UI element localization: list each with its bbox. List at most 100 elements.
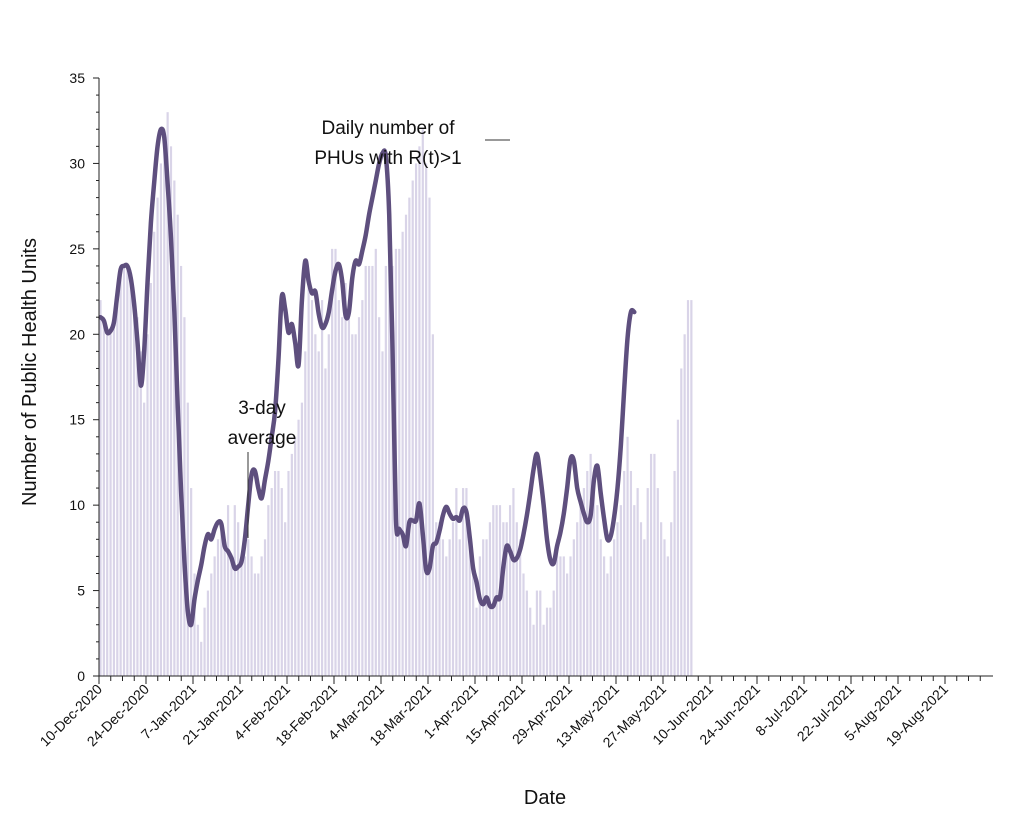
bar	[146, 334, 149, 676]
bar	[267, 505, 270, 676]
average-line	[98, 126, 637, 628]
bar	[613, 539, 616, 676]
bar	[629, 470, 633, 676]
bar	[525, 590, 528, 676]
bar	[331, 248, 334, 677]
bar	[686, 300, 690, 676]
bar	[586, 470, 589, 676]
bar	[512, 488, 515, 676]
y-tick-label: 0	[77, 668, 85, 684]
bar	[149, 283, 152, 676]
bar	[173, 180, 176, 676]
bar	[156, 197, 159, 676]
bar	[646, 488, 649, 676]
bar	[485, 539, 488, 676]
bar	[304, 351, 307, 676]
bar	[606, 573, 609, 676]
bar	[492, 505, 495, 676]
bar	[690, 300, 693, 676]
bar	[253, 573, 257, 676]
bar	[374, 248, 377, 677]
bar	[190, 488, 193, 676]
bar	[639, 522, 643, 676]
bar	[451, 522, 455, 676]
bar	[666, 556, 669, 676]
bar	[203, 607, 206, 676]
y-tick-label: 5	[77, 583, 85, 599]
bar	[683, 334, 686, 676]
bar	[294, 436, 297, 676]
bar	[431, 334, 434, 676]
bar	[257, 573, 260, 676]
bar	[132, 300, 136, 676]
bar	[441, 539, 445, 676]
line-layer	[98, 126, 637, 628]
bar	[351, 334, 354, 676]
bar	[680, 368, 683, 676]
bar	[455, 488, 458, 676]
bar	[408, 197, 411, 676]
bar	[428, 197, 431, 676]
bar	[579, 505, 582, 676]
bar	[589, 453, 592, 676]
bar	[552, 590, 555, 676]
bar	[280, 488, 283, 676]
bar	[475, 607, 478, 676]
bar	[576, 522, 579, 676]
bar	[136, 317, 139, 676]
bar	[532, 624, 535, 676]
bar	[619, 505, 622, 676]
bar	[582, 488, 586, 676]
bar	[260, 556, 263, 676]
bar	[404, 214, 408, 676]
bar	[535, 590, 539, 676]
bar	[482, 539, 485, 676]
bar	[216, 539, 220, 676]
bar	[609, 556, 612, 676]
bar	[122, 265, 126, 676]
bar	[230, 556, 233, 676]
bar	[186, 402, 189, 676]
bar	[183, 317, 186, 676]
bar	[163, 129, 166, 676]
bar	[240, 556, 243, 676]
bar	[200, 641, 203, 676]
bar	[263, 539, 267, 676]
bar	[223, 539, 226, 676]
bar	[196, 624, 199, 676]
bar	[505, 522, 508, 676]
y-tick-label: 20	[69, 326, 85, 342]
bar	[243, 556, 246, 676]
x-axis-title: Date	[524, 787, 566, 809]
y-tick-label: 35	[69, 70, 85, 86]
bar	[425, 163, 428, 676]
bar	[633, 505, 636, 676]
bar	[555, 539, 559, 676]
bar	[334, 248, 337, 677]
bar	[596, 505, 599, 676]
bar	[233, 505, 236, 676]
bar	[545, 607, 549, 676]
bar	[364, 265, 367, 676]
annotation-average-line2: average	[228, 428, 297, 449]
bar	[300, 402, 304, 676]
bar	[448, 539, 451, 676]
bar	[270, 488, 273, 676]
bar	[344, 283, 347, 676]
bar	[220, 522, 223, 676]
bar	[488, 522, 492, 676]
bar	[226, 505, 230, 676]
bar	[522, 573, 525, 676]
bar	[515, 522, 518, 676]
bar	[317, 351, 320, 676]
bar	[378, 317, 381, 676]
bar	[284, 522, 287, 676]
bar	[213, 556, 216, 676]
bar	[153, 231, 156, 676]
bar	[384, 265, 387, 676]
bar	[250, 556, 253, 676]
bar	[143, 402, 146, 676]
bar	[592, 470, 596, 676]
bar	[508, 505, 512, 676]
